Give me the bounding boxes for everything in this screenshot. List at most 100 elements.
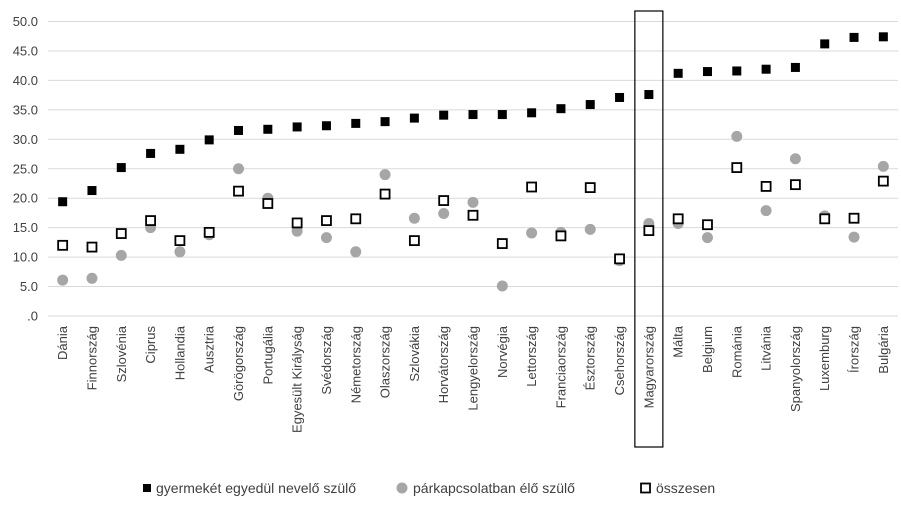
point-egyedul: [292, 122, 302, 132]
x-category-label: Norvégia: [495, 325, 510, 378]
point-parkapcsolatban: [320, 232, 332, 244]
point-parkapcsolatban: [584, 223, 596, 235]
point-parkapcsolatban: [467, 196, 479, 208]
x-category-label: Málta: [671, 325, 686, 358]
point-parkapcsolatban: [731, 130, 743, 142]
point-osszesen: [790, 179, 801, 191]
y-tick-label: 10.0: [13, 250, 38, 265]
y-tick-label: 25.0: [13, 161, 38, 176]
x-category-label: Dánia: [55, 325, 70, 360]
point-egyedul: [321, 121, 331, 131]
x-category-label: Bulgária: [876, 325, 891, 373]
point-egyedul: [497, 110, 507, 120]
series-marks: [57, 32, 889, 292]
point-osszesen: [379, 188, 391, 200]
point-egyedul: [351, 118, 361, 128]
point-osszesen: [350, 213, 362, 225]
point-parkapcsolatban: [115, 249, 127, 261]
point-egyedul: [585, 100, 595, 110]
x-category-label: Franciaország: [553, 326, 568, 408]
point-osszesen: [467, 209, 479, 221]
point-egyedul: [761, 64, 771, 74]
point-egyedul: [702, 67, 712, 77]
point-osszesen: [526, 181, 538, 193]
point-parkapcsolatban: [291, 225, 303, 237]
point-parkapcsolatban: [877, 160, 889, 172]
x-category-label: Ausztria: [202, 325, 217, 373]
x-category-label: Belgium: [700, 326, 715, 373]
x-category-label: Csehország: [612, 326, 627, 395]
point-egyedul: [673, 68, 683, 78]
point-osszesen: [438, 195, 450, 206]
x-category-label: Magyarország: [641, 326, 656, 408]
y-tick-label: 40.0: [13, 73, 38, 88]
point-egyedul: [878, 32, 888, 42]
point-osszesen: [672, 213, 684, 225]
x-category-label: Írország: [847, 326, 862, 373]
x-category-label: Ciprus: [143, 326, 158, 364]
point-osszesen: [291, 217, 303, 229]
point-parkapcsolatban: [57, 274, 69, 286]
point-parkapcsolatban: [760, 205, 772, 217]
point-egyedul: [615, 92, 625, 102]
point-osszesen: [877, 175, 889, 187]
point-egyedul: [58, 197, 68, 207]
point-egyedul: [263, 124, 273, 134]
point-parkapcsolatban: [848, 231, 860, 243]
point-osszesen: [262, 198, 274, 209]
point-osszesen: [760, 181, 772, 192]
point-osszesen: [496, 238, 508, 249]
point-osszesen: [643, 225, 655, 236]
legend-item-parkapcsolatban: párkapcsolatban élő szülő: [413, 480, 575, 496]
x-category-label: Szlovákia: [407, 325, 422, 381]
point-parkapcsolatban: [526, 227, 538, 239]
point-osszesen: [115, 228, 127, 239]
point-parkapcsolatban: [350, 246, 362, 258]
legend: gyermekét egyedül nevelő szülő párkapcsol…: [143, 480, 715, 496]
point-parkapcsolatban: [496, 280, 508, 292]
x-category-label: Németország: [348, 326, 363, 403]
point-egyedul: [116, 163, 126, 173]
point-parkapcsolatban: [379, 169, 391, 181]
y-tick-label: 30.0: [13, 132, 38, 147]
point-egyedul: [175, 144, 185, 154]
x-category-label: Lengyelország: [466, 326, 481, 411]
point-osszesen: [145, 215, 156, 226]
point-osszesen: [555, 230, 567, 242]
x-category-label: Szlovénia: [114, 325, 129, 382]
x-category-label: Luxemburg: [817, 326, 832, 391]
point-osszesen: [848, 212, 860, 224]
legend-item-osszesen: összesen: [656, 480, 715, 496]
x-category-label: Görögország: [231, 326, 246, 401]
point-egyedul: [380, 117, 390, 127]
x-category-label: Lettország: [524, 326, 539, 387]
point-parkapcsolatban: [174, 246, 186, 258]
point-parkapcsolatban: [86, 272, 98, 284]
point-parkapcsolatban: [408, 212, 420, 224]
y-tick-label: .0: [27, 309, 38, 324]
x-category-label: Románia: [729, 325, 744, 378]
point-parkapcsolatban: [701, 232, 713, 244]
point-egyedul: [87, 186, 97, 196]
y-tick-label: 5.0: [20, 279, 38, 294]
highlight-box-rect: [634, 10, 664, 448]
point-parkapcsolatban: [789, 153, 801, 165]
y-axis: .0 5.0 10.0 15.0 20.0 25.0 30.0 35.0 40.0 45.0 50.…: [13, 14, 38, 324]
y-tick-label: 20.0: [13, 191, 38, 206]
point-egyedul: [732, 66, 742, 76]
x-category-label: Észtország: [583, 326, 598, 390]
point-osszesen: [233, 185, 244, 197]
point-egyedul: [439, 110, 449, 120]
x-axis: Dánia Finnország Szlovénia Ciprus Hollandia A…: [55, 325, 891, 433]
legend-marker-filled-square: [143, 484, 151, 492]
point-egyedul: [234, 125, 244, 135]
point-egyedul: [644, 90, 654, 100]
legend-marker-circle: [396, 482, 408, 494]
point-egyedul: [556, 104, 566, 114]
point-osszesen: [408, 235, 420, 247]
point-osszesen: [819, 213, 831, 225]
point-osszesen: [731, 162, 743, 173]
point-egyedul: [790, 62, 800, 72]
point-osszesen: [203, 226, 215, 238]
